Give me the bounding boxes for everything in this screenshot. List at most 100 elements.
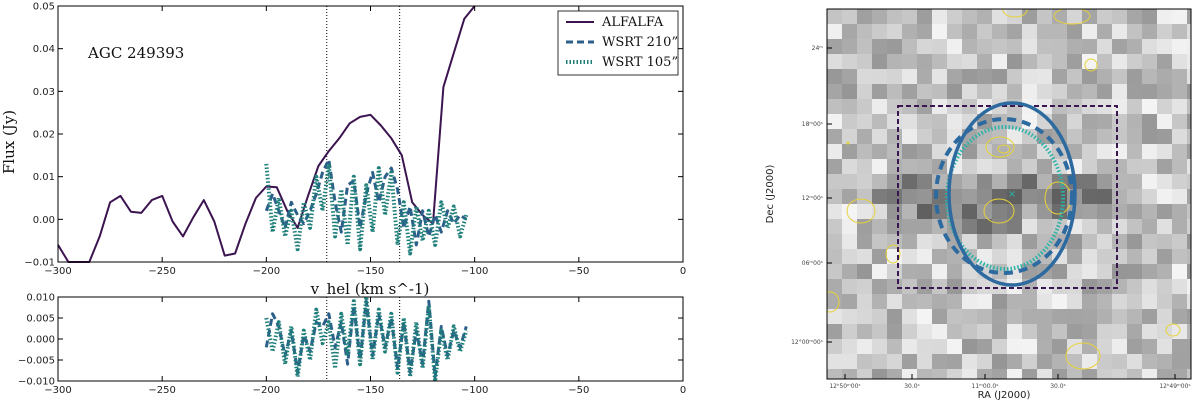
sky-pixel	[1112, 309, 1127, 324]
sky-ytick-label: 06ᵐ00ˢ	[802, 260, 823, 267]
galaxy-name-annotation: AGC 249393	[87, 44, 184, 62]
sky-pixel	[1082, 129, 1097, 144]
sky-pixel	[902, 369, 917, 379]
sky-pixel	[962, 84, 977, 99]
sky-pixel	[1112, 384, 1127, 399]
residual-axes-frame	[57, 296, 684, 382]
legend-label-wsrt105: WSRT 105”	[602, 55, 678, 70]
sky-pixel	[1082, 219, 1097, 234]
sky-pixel	[1157, 114, 1172, 129]
sky-pixel	[932, 204, 947, 219]
sky-pixel	[977, 84, 992, 99]
sky-pixel	[887, 24, 902, 39]
spectrum-series-line-1	[264, 158, 468, 247]
sky-pixel	[1022, 69, 1037, 84]
sky-pixel	[1142, 369, 1157, 379]
sky-pixel	[1007, 294, 1022, 309]
sky-pixel	[872, 174, 887, 189]
sky-pixel	[917, 204, 932, 219]
sky-pixel	[887, 144, 902, 159]
sky-pixel	[1097, 84, 1112, 99]
sky-pixel	[827, 219, 842, 234]
sky-pixel	[1142, 84, 1157, 99]
sky-pixel	[1112, 339, 1127, 354]
sky-pixel	[857, 84, 872, 99]
center-marker: ×	[1008, 189, 1016, 200]
sky-pixel	[1082, 324, 1097, 339]
sky-pixel	[917, 264, 932, 279]
sky-pixel	[1157, 99, 1172, 114]
sky-pixel	[1097, 9, 1112, 24]
sky-pixel	[1142, 159, 1157, 174]
sky-pixel	[1172, 369, 1187, 379]
sky-pixel	[1007, 234, 1022, 249]
sky-pixel	[872, 264, 887, 279]
sky-pixel	[1157, 324, 1172, 339]
residual-xtick-label: −150	[357, 385, 384, 396]
sky-pixel	[842, 324, 857, 339]
sky-pixel	[872, 354, 887, 369]
sky-pixel	[917, 114, 932, 129]
sky-pixel	[1112, 234, 1127, 249]
sky-pixel	[977, 294, 992, 309]
sky-pixel	[902, 309, 917, 324]
sky-pixel	[1172, 204, 1187, 219]
sky-pixel	[977, 339, 992, 354]
sky-xtick-label: 30.0ˢ	[904, 383, 920, 390]
sky-pixel	[1022, 9, 1037, 24]
sky-pixel	[902, 324, 917, 339]
sky-pixel	[1112, 279, 1127, 294]
sky-pixel	[872, 84, 887, 99]
sky-pixel	[992, 294, 1007, 309]
sky-pixel	[917, 234, 932, 249]
sky-pixel	[1097, 234, 1112, 249]
sky-pixel	[1097, 39, 1112, 54]
sky-pixel	[1082, 84, 1097, 99]
sky-pixel	[827, 279, 842, 294]
sky-pixel	[1172, 189, 1187, 204]
sky-pixel	[1157, 159, 1172, 174]
sky-pixel	[1172, 294, 1187, 309]
sky-pixel	[1097, 309, 1112, 324]
sky-pixel	[857, 264, 872, 279]
sky-pixel	[1142, 204, 1157, 219]
sky-pixel	[1127, 339, 1142, 354]
sky-pixel	[962, 24, 977, 39]
beam-ellipse-210	[934, 117, 1074, 275]
sky-pixel	[872, 309, 887, 324]
sky-pixel	[1127, 234, 1142, 249]
sky-pixel	[917, 189, 932, 204]
sky-pixel	[962, 9, 977, 24]
sky-pixel	[1037, 54, 1052, 69]
sky-pixel	[827, 144, 842, 159]
sky-pixel	[857, 9, 872, 24]
sky-pixel	[1187, 264, 1191, 279]
sky-pixel	[977, 249, 992, 264]
sky-pixel	[917, 69, 932, 84]
sky-pixel	[1007, 54, 1022, 69]
sky-pixel	[842, 69, 857, 84]
sky-pixel	[842, 159, 857, 174]
sky-pixel	[902, 174, 917, 189]
residual-panel: −300 −250 −200 −150 −100 −50 0 −0.010 −0.005 0.00…	[18, 293, 686, 397]
sky-pixel	[932, 234, 947, 249]
sky-pixel	[932, 24, 947, 39]
sky-pixel	[1052, 369, 1067, 379]
sky-pixel	[1067, 39, 1082, 54]
residual-xtick-label: −50	[568, 385, 589, 396]
sky-pixel	[1052, 24, 1067, 39]
sky-pixel	[1127, 219, 1142, 234]
sky-pixel	[902, 189, 917, 204]
sky-pixel	[947, 324, 962, 339]
sky-pixel	[1037, 69, 1052, 84]
sky-pixel	[902, 9, 917, 24]
sky-xtick-label: 12ʰ49ᵐ00ˢ	[1159, 383, 1190, 390]
sky-pixel	[1187, 159, 1191, 174]
sky-pixel	[1157, 279, 1172, 294]
sky-pixel	[962, 39, 977, 54]
sky-pixel	[1052, 204, 1067, 219]
sky-pixel	[1142, 234, 1157, 249]
sky-pixel	[1022, 24, 1037, 39]
sky-pixel	[1052, 114, 1067, 129]
sky-pixel	[1082, 354, 1097, 369]
